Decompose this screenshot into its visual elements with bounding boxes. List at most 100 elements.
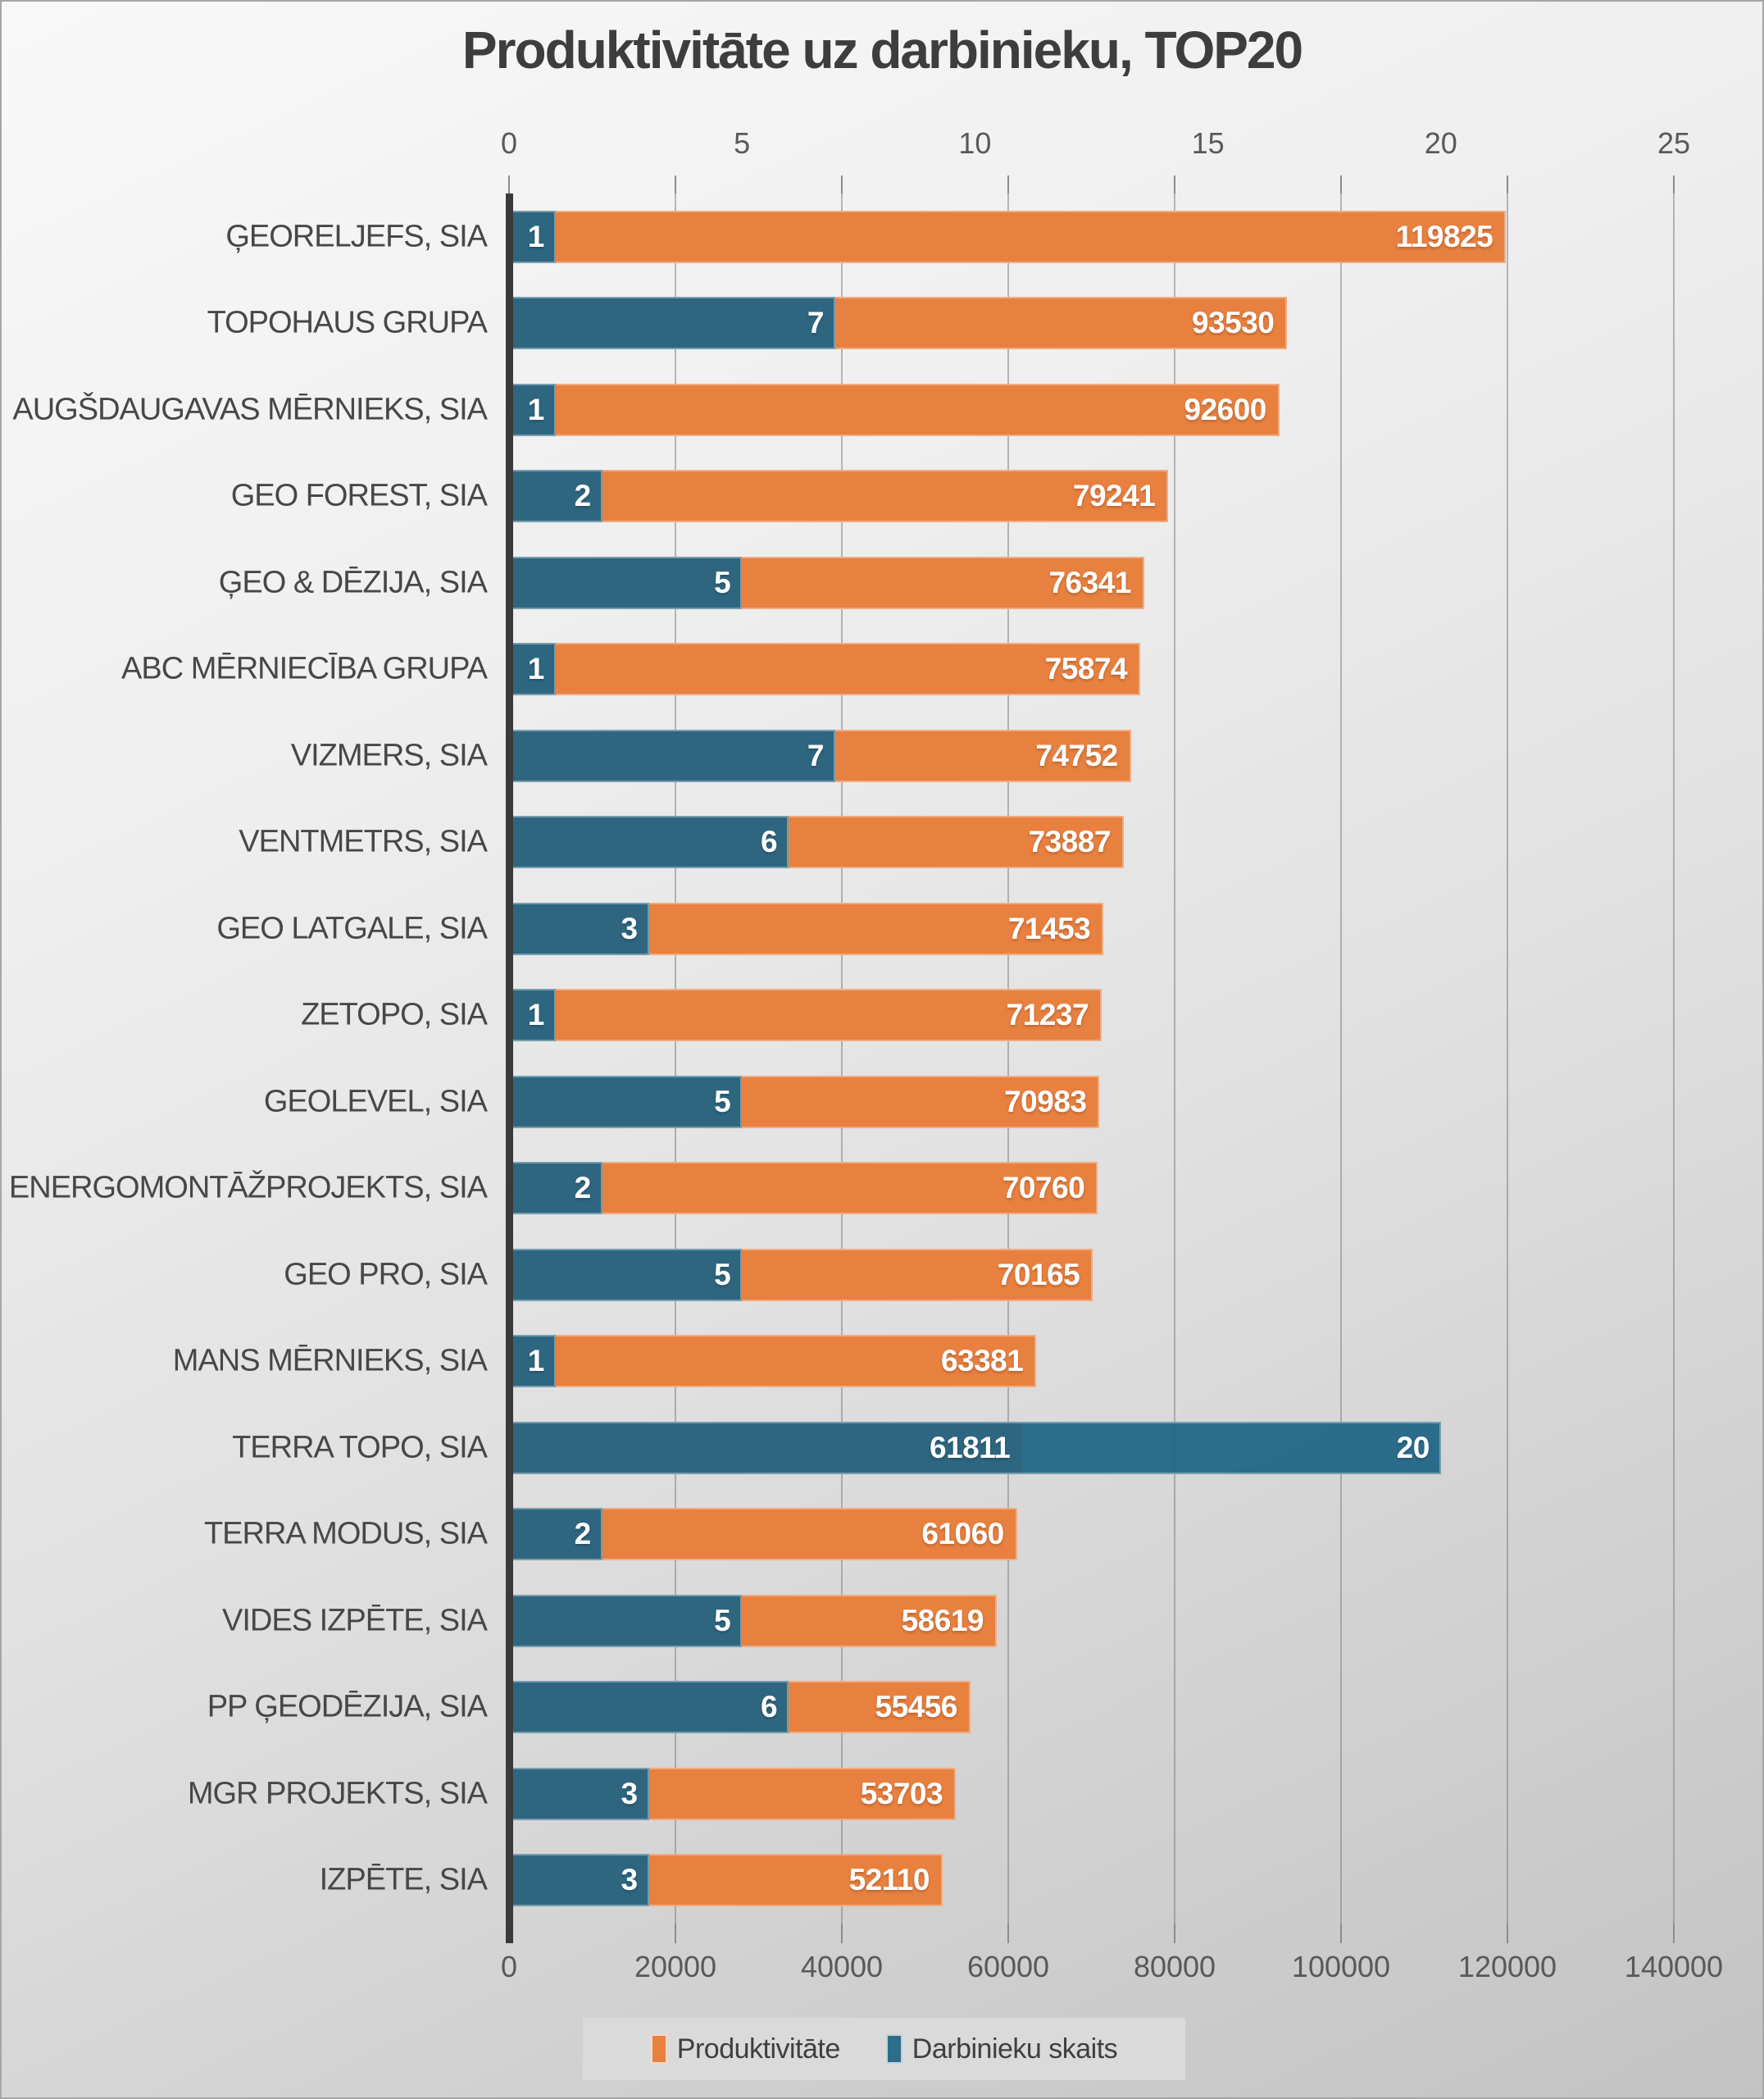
bar-darbinieku-skaits bbox=[509, 1162, 602, 1215]
legend-item-darbinieku-skaits: Darbinieku skaits bbox=[885, 2033, 1118, 2065]
category-label: TOPOHAUS GRUPA bbox=[207, 305, 488, 340]
top-axis-ticks bbox=[508, 175, 1675, 194]
bar-produktivitate bbox=[509, 210, 1507, 263]
gridline bbox=[841, 194, 843, 1924]
bar-row: 93530 7 bbox=[509, 297, 1674, 350]
axis-tickmark bbox=[1340, 175, 1342, 194]
bar-value-label-darbinieku-skaits: 3 bbox=[621, 1863, 638, 1897]
bar-darbinieku-skaits bbox=[509, 556, 743, 609]
bar-produktivitate bbox=[509, 470, 1169, 523]
bar-row: 75874 1 bbox=[509, 643, 1674, 696]
gridline bbox=[675, 194, 676, 1924]
gridline bbox=[1673, 194, 1675, 1924]
bottom-axis-tick-label: 20000 bbox=[634, 1950, 717, 1983]
bar-value-label-darbinieku-skaits: 5 bbox=[714, 565, 731, 599]
category-label: VENTMETRS, SIA bbox=[239, 824, 488, 859]
bar-value-label-produktivitate: 61811 bbox=[930, 1430, 1011, 1464]
bar-value-label-darbinieku-skaits: 5 bbox=[714, 1257, 731, 1291]
bar-darbinieku-skaits bbox=[509, 1508, 602, 1561]
bar-row: 76341 5 bbox=[509, 556, 1674, 609]
legend-swatch-blue bbox=[885, 2034, 902, 2064]
axis-tickmark bbox=[1174, 1924, 1175, 1943]
bar-darbinieku-skaits bbox=[509, 1594, 743, 1647]
bar-row: 70983 5 bbox=[509, 1075, 1674, 1128]
category-label: IZPĒTE, SIA bbox=[319, 1862, 488, 1897]
bar-value-label-produktivitate: 71237 bbox=[1006, 998, 1089, 1032]
top-axis-tick-label: 20 bbox=[1424, 126, 1457, 160]
bar-value-label-darbinieku-skaits: 1 bbox=[527, 392, 545, 426]
category-label: ZETOPO, SIA bbox=[301, 997, 488, 1032]
bar-row: 92600 1 bbox=[509, 383, 1674, 436]
bar-value-label-darbinieku-skaits: 7 bbox=[807, 306, 825, 340]
top-axis-labels: 0 5 10 15 20 25 bbox=[501, 126, 1690, 169]
top-axis-tick-label: 25 bbox=[1657, 126, 1691, 160]
category-label: ABC MĒRNIECĪBA GRUPA bbox=[121, 651, 488, 686]
bar-row: 73887 6 bbox=[509, 816, 1674, 869]
bar-value-label-darbinieku-skaits: 2 bbox=[574, 1517, 592, 1551]
category-axis-labels: ĢEORELJEFS, SIA TOPOHAUS GRUPA AUGŠDAUGAVA… bbox=[2, 194, 488, 1924]
category-label: GEO FOREST, SIA bbox=[230, 478, 488, 513]
legend-label: Darbinieku skaits bbox=[912, 2033, 1118, 2065]
category-axis-line bbox=[506, 194, 513, 1943]
bar-value-label-darbinieku-skaits: 1 bbox=[527, 219, 545, 253]
legend-item-produktivitate: Produktivitāte bbox=[650, 2033, 840, 2065]
category-label: GEOLEVEL, SIA bbox=[263, 1084, 488, 1119]
plot-area: 119825 1 93530 7 92600 1 79241 2 76341 5 75874 1 747… bbox=[509, 194, 1675, 1924]
top-axis-tick-label: 15 bbox=[1191, 126, 1225, 160]
top-axis-tick-label: 5 bbox=[734, 126, 751, 160]
bar-darbinieku-skaits bbox=[509, 1767, 649, 1820]
category-label: TERRA TOPO, SIA bbox=[232, 1430, 488, 1465]
bar-darbinieku-skaits bbox=[509, 1248, 743, 1301]
category-label: TERRA MODUS, SIA bbox=[203, 1516, 488, 1551]
bar-value-label-produktivitate: 71453 bbox=[1007, 911, 1091, 945]
category-label: AUGŠDAUGAVAS MĒRNIEKS, SIA bbox=[12, 392, 488, 427]
bar-row: 61060 2 bbox=[509, 1508, 1674, 1561]
category-label: GEO LATGALE, SIA bbox=[216, 911, 488, 946]
bar-row: 74752 7 bbox=[509, 729, 1674, 782]
category-label: ĢEORELJEFS, SIA bbox=[225, 219, 488, 254]
bar-row: 70760 2 bbox=[509, 1162, 1674, 1215]
legend: Produktivitāte Darbinieku skaits bbox=[583, 2018, 1185, 2080]
bottom-axis-tick-label: 140000 bbox=[1624, 1950, 1724, 1983]
bar-darbinieku-skaits bbox=[509, 902, 649, 955]
category-label: MGR PROJEKTS, SIA bbox=[187, 1776, 488, 1811]
legend-swatch-orange bbox=[650, 2034, 667, 2064]
axis-tickmark bbox=[841, 175, 843, 194]
category-label: ENERGOMONTĀŽPROJEKTS, SIA bbox=[8, 1170, 488, 1205]
bottom-axis-tick-label: 0 bbox=[500, 1950, 518, 1983]
bar-value-label-produktivitate: 52110 bbox=[848, 1863, 930, 1897]
bottom-axis-labels: 0 20000 40000 60000 80000 100000 120000 140000 bbox=[501, 1950, 1723, 1992]
bottom-axis-tick-label: 120000 bbox=[1457, 1950, 1557, 1983]
gridline bbox=[1007, 194, 1009, 1924]
bar-value-label-produktivitate: 76341 bbox=[1048, 565, 1131, 599]
bar-value-label-produktivitate: 119825 bbox=[1395, 219, 1493, 253]
bar-value-label-darbinieku-skaits: 2 bbox=[574, 479, 592, 513]
bar-darbinieku-skaits bbox=[509, 297, 835, 350]
gridline bbox=[1340, 194, 1342, 1924]
bar-value-label-produktivitate: 53703 bbox=[860, 1776, 943, 1810]
top-axis-tick-label: 10 bbox=[958, 126, 992, 160]
bar-value-label-produktivitate: 70983 bbox=[1004, 1084, 1087, 1118]
category-label: MANS MĒRNIEKS, SIA bbox=[172, 1343, 488, 1378]
category-label: VIZMERS, SIA bbox=[290, 738, 488, 773]
bar-value-label-darbinieku-skaits: 5 bbox=[714, 1603, 731, 1637]
bar-row: 61811 20 bbox=[509, 1421, 1674, 1474]
category-label: VIDES IZPĒTE, SIA bbox=[222, 1603, 488, 1638]
bar-value-label-darbinieku-skaits: 6 bbox=[760, 1690, 778, 1724]
bar-value-label-darbinieku-skaits: 3 bbox=[621, 911, 638, 945]
bottom-axis-tick-label: 60000 bbox=[966, 1950, 1050, 1983]
bar-value-label-darbinieku-skaits: 6 bbox=[760, 825, 778, 859]
bar-value-label-darbinieku-skaits: 1 bbox=[527, 1344, 545, 1378]
axis-tickmark bbox=[675, 175, 676, 194]
bar-value-label-produktivitate: 58619 bbox=[901, 1603, 984, 1637]
bar-value-label-produktivitate: 63381 bbox=[940, 1344, 1024, 1378]
bar-value-label-darbinieku-skaits: 2 bbox=[574, 1171, 592, 1205]
bottom-axis-ticks bbox=[508, 1924, 1675, 1943]
bar-value-label-darbinieku-skaits: 1 bbox=[527, 652, 545, 686]
bar-darbinieku-skaits bbox=[509, 729, 835, 782]
bar-row: 55456 6 bbox=[509, 1681, 1674, 1734]
axis-tickmark bbox=[675, 1924, 676, 1943]
bar-row: 79241 2 bbox=[509, 470, 1674, 523]
top-axis-tick-label: 0 bbox=[500, 126, 518, 160]
bar-row: 119825 1 bbox=[509, 210, 1674, 263]
